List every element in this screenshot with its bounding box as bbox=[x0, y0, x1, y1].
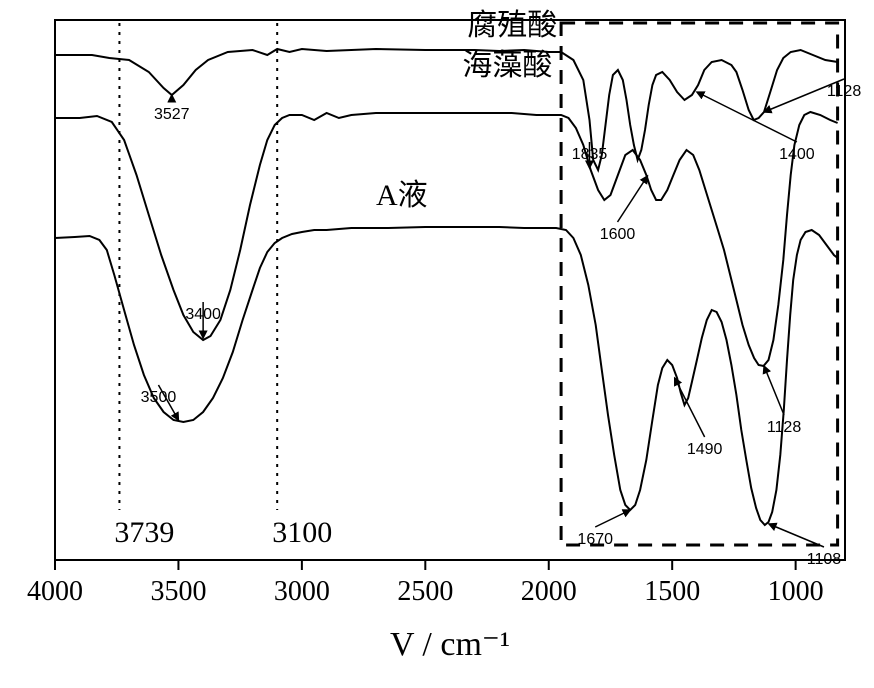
x-axis-label: V / cm⁻¹ bbox=[390, 626, 510, 663]
peak-label: 1128 bbox=[767, 419, 802, 436]
peak-label: 1108 bbox=[807, 551, 842, 568]
peak-label: 1670 bbox=[577, 531, 613, 548]
series-label-humic: 腐殖酸 bbox=[467, 9, 557, 42]
spectrum-a_liquid bbox=[55, 227, 838, 525]
series-label-alginic: 海藻酸 bbox=[462, 49, 552, 82]
peak-arrow bbox=[675, 378, 705, 437]
x-tick-label: 2500 bbox=[397, 576, 453, 607]
x-tick-label: 3000 bbox=[274, 576, 330, 607]
peak-label: 3400 bbox=[185, 306, 221, 323]
peak-arrow bbox=[595, 510, 630, 527]
ref-line-label: 3739 bbox=[114, 516, 174, 549]
peak-arrow bbox=[697, 92, 797, 142]
x-tick-label: 1000 bbox=[768, 576, 824, 607]
peak-arrow bbox=[618, 176, 648, 222]
peak-arrow bbox=[769, 524, 824, 547]
peak-arrow bbox=[764, 366, 784, 415]
x-tick-label: 1500 bbox=[644, 576, 700, 607]
ref-line-label: 3100 bbox=[272, 516, 332, 549]
spectrum-alginic bbox=[55, 112, 838, 366]
peak-label: 1490 bbox=[687, 441, 723, 458]
peak-label: 3527 bbox=[154, 106, 190, 123]
highlight-box bbox=[561, 23, 838, 545]
x-tick-label: 2000 bbox=[521, 576, 577, 607]
ir-spectrum-figure: 4000 3500 3000 2500 2000 1500 1000 V / cm⁻¹ 3739… bbox=[0, 0, 874, 688]
x-tick-label: 3500 bbox=[150, 576, 206, 607]
x-tick-label: 4000 bbox=[27, 576, 83, 607]
peak-label: 1128 bbox=[827, 83, 862, 100]
series-label-a_liquid: A液 bbox=[376, 179, 428, 212]
peak-label: 3500 bbox=[141, 389, 177, 406]
peak-label: 1835 bbox=[572, 146, 608, 163]
chart-svg: 4000 3500 3000 2500 2000 1500 1000 V / cm⁻¹ 3739… bbox=[0, 0, 874, 688]
peak-label: 1600 bbox=[600, 226, 636, 243]
peak-label: 1400 bbox=[779, 146, 815, 163]
